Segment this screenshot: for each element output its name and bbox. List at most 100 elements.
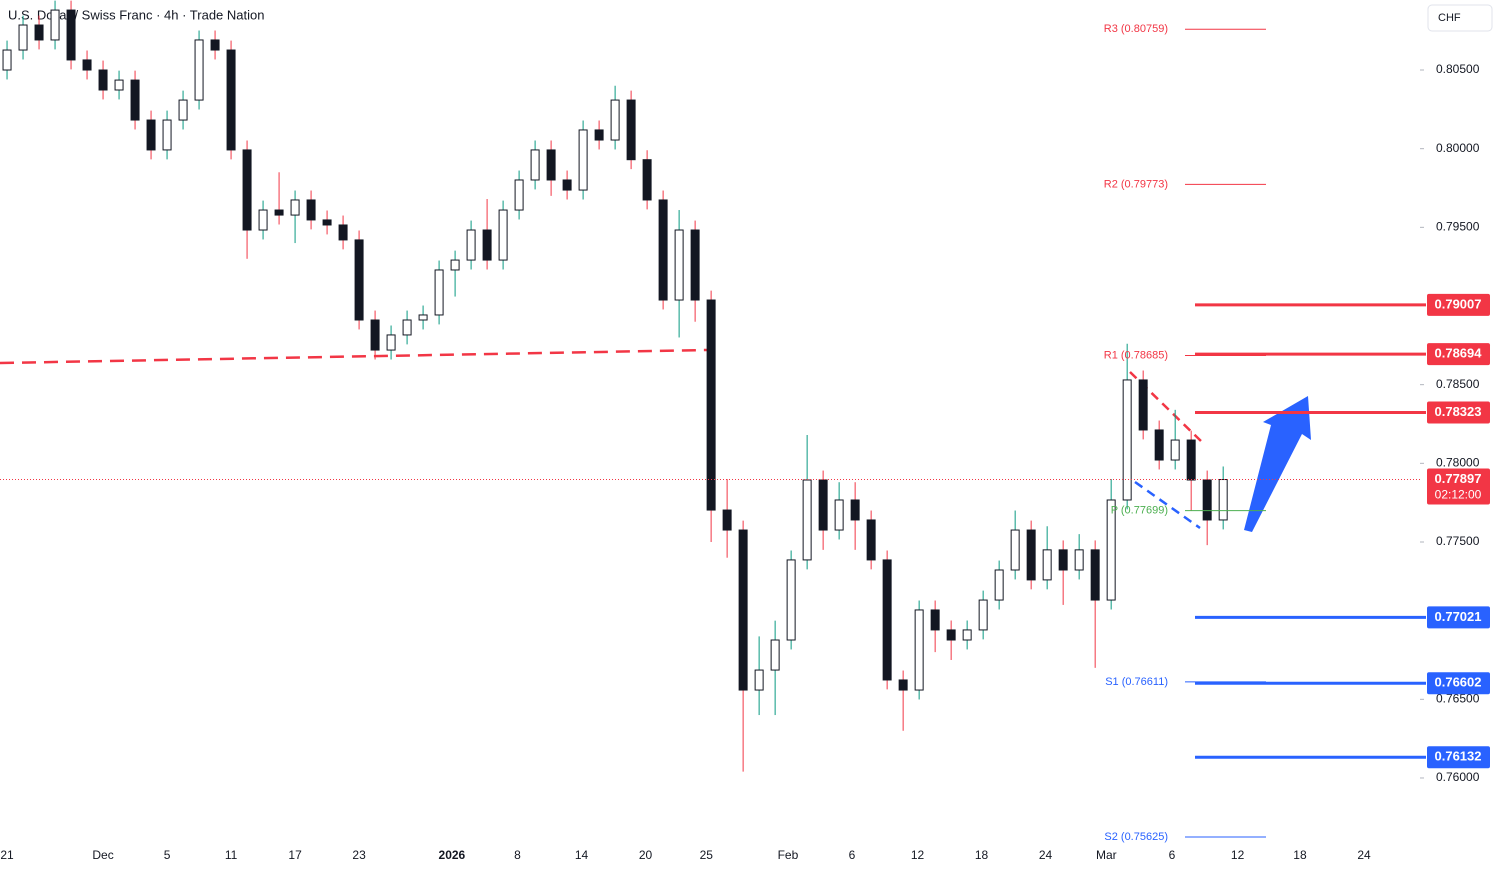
x-tick-label: 23 <box>352 848 366 862</box>
candle-body <box>1170 439 1180 461</box>
candle-body <box>1122 379 1132 501</box>
candle-body <box>418 314 428 321</box>
candle-body <box>706 299 716 511</box>
pivot-label: S2 (0.75625) <box>1104 831 1168 843</box>
candle-body <box>994 569 1004 601</box>
candle-body <box>98 69 108 91</box>
candle-body <box>210 39 220 51</box>
level-box <box>1427 343 1490 366</box>
x-tick-label: 11 <box>225 848 238 862</box>
arrow <box>1244 396 1311 532</box>
pivot-label: S1 (0.76611) <box>1105 676 1168 688</box>
candle-body <box>642 159 652 201</box>
last-price-label: 0.77897 <box>1435 471 1482 486</box>
candle-body <box>162 119 172 151</box>
candle-body <box>274 209 284 216</box>
level-label: 0.78694 <box>1435 346 1483 361</box>
level-label: 0.79007 <box>1435 296 1482 311</box>
currency-box[interactable] <box>1427 4 1493 32</box>
channel-bottom <box>1134 480 1201 530</box>
pivot-label: P (0.77699) <box>1111 505 1168 517</box>
candle-body <box>930 609 940 631</box>
candle-body <box>130 79 140 121</box>
y-tick-label: 0.76500 <box>1436 691 1480 705</box>
candle-body <box>466 229 476 261</box>
y-tick-label: 0.77500 <box>1436 534 1480 548</box>
y-tick-label: 0.79500 <box>1436 220 1480 234</box>
y-tick-label: 0.78000 <box>1436 455 1480 469</box>
candle-body <box>578 129 588 191</box>
countdown: 02:12:00 <box>1435 488 1482 502</box>
candle-body <box>1074 549 1084 571</box>
candle-body <box>834 499 844 531</box>
candle-body <box>802 479 812 561</box>
candle-body <box>114 79 124 91</box>
candle-body <box>370 319 380 351</box>
candle-body <box>1202 479 1212 521</box>
candle-body <box>242 149 252 231</box>
x-tick-label: Dec <box>92 848 113 862</box>
x-tick-label: 12 <box>1231 848 1245 862</box>
candle-body <box>2 49 12 71</box>
level-label: 0.78323 <box>1435 404 1482 419</box>
candle-body <box>18 24 28 51</box>
candle-body <box>690 229 700 301</box>
candle-body <box>978 599 988 631</box>
level-box <box>1427 606 1490 629</box>
y-tick-label: 0.80500 <box>1436 62 1480 76</box>
x-tick-label: 20 <box>639 848 653 862</box>
x-tick-label: 5 <box>164 848 171 862</box>
candle-body <box>50 9 60 41</box>
candle-body <box>914 609 924 691</box>
candle-body <box>498 209 508 261</box>
candle-body <box>1186 439 1196 481</box>
level-box <box>1427 401 1490 424</box>
candle-body <box>818 479 828 531</box>
candle-body <box>290 199 300 216</box>
x-tick-label: 24 <box>1357 848 1371 862</box>
candle-body <box>1218 479 1228 521</box>
x-tick-label: 21 <box>0 848 14 862</box>
pivot-label: R1 (0.78685) <box>1104 349 1168 361</box>
x-tick-label: 14 <box>575 848 589 862</box>
x-tick-label: 8 <box>514 848 521 862</box>
x-tick-label: 17 <box>288 848 302 862</box>
pivot-label: R2 (0.79773) <box>1104 178 1168 190</box>
candle-body <box>594 129 604 141</box>
candle-body <box>786 559 796 641</box>
y-tick-label: 0.78500 <box>1436 377 1480 391</box>
candle-body <box>306 199 316 221</box>
candle-body <box>338 224 348 241</box>
level-label: 0.77021 <box>1435 609 1482 624</box>
x-tick-label: 6 <box>849 848 856 862</box>
trend-line <box>0 348 708 365</box>
candle-body <box>754 669 764 691</box>
candle-body <box>322 219 332 226</box>
candle-body <box>962 629 972 641</box>
candle-body <box>674 229 684 301</box>
candle-body <box>1138 379 1148 431</box>
candle-body <box>562 179 572 191</box>
candle-body <box>386 334 396 351</box>
x-tick-label: Mar <box>1096 848 1117 862</box>
x-tick-label: 18 <box>975 848 989 862</box>
candle-body <box>530 149 540 181</box>
x-tick-label: 25 <box>700 848 714 862</box>
candle-body <box>882 559 892 681</box>
candle-body <box>610 99 620 141</box>
candle-body <box>866 519 876 561</box>
last-price-box <box>1427 468 1490 505</box>
x-tick-label: 24 <box>1039 848 1053 862</box>
candle-body <box>1042 549 1052 581</box>
level-label: 0.76602 <box>1435 675 1482 690</box>
candle-body <box>82 59 92 71</box>
candle-body <box>34 24 44 41</box>
candle-body <box>434 269 444 316</box>
candle-body <box>1106 499 1116 601</box>
candle-body <box>1154 429 1164 461</box>
x-tick-label: 12 <box>911 848 925 862</box>
candle-body <box>514 179 524 211</box>
x-tick-label: Feb <box>778 848 799 862</box>
candle-body <box>626 99 636 161</box>
